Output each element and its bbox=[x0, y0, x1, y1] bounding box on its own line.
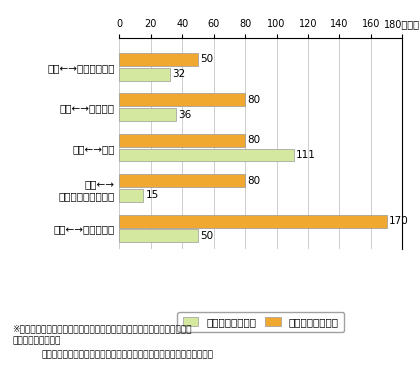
Text: ※　料金の算出に当たっては、各都市において利用可能な最安料金時間帯: ※ 料金の算出に当たっては、各都市において利用可能な最安料金時間帯 bbox=[13, 324, 192, 333]
Bar bbox=[119, 229, 198, 242]
Text: 170: 170 bbox=[389, 216, 409, 226]
Text: 総務省「電気通信サービスに係る内外価格差調査」により作成: 総務省「電気通信サービスに係る内外価格差調査」により作成 bbox=[42, 351, 214, 360]
Text: 32: 32 bbox=[172, 69, 185, 79]
Bar bbox=[119, 215, 387, 228]
Bar bbox=[119, 134, 245, 147]
Text: 50: 50 bbox=[200, 231, 213, 241]
Text: 111: 111 bbox=[296, 150, 316, 160]
Text: 50: 50 bbox=[200, 55, 213, 64]
Bar bbox=[119, 93, 245, 107]
Text: 80: 80 bbox=[248, 176, 261, 186]
Bar bbox=[119, 189, 143, 202]
Bar bbox=[119, 53, 198, 66]
Text: の３分間に換算: の３分間に換算 bbox=[13, 336, 61, 345]
Text: 36: 36 bbox=[178, 109, 191, 120]
Bar bbox=[119, 175, 245, 187]
Bar bbox=[119, 149, 294, 161]
Bar bbox=[119, 68, 170, 81]
Bar bbox=[119, 108, 176, 121]
Text: 80: 80 bbox=[248, 95, 261, 105]
Text: 15: 15 bbox=[145, 190, 158, 201]
Text: 80: 80 bbox=[248, 135, 261, 145]
Legend: 各都市から東京へ, 東京から各都市へ: 各都市から東京へ, 東京から各都市へ bbox=[178, 311, 344, 332]
